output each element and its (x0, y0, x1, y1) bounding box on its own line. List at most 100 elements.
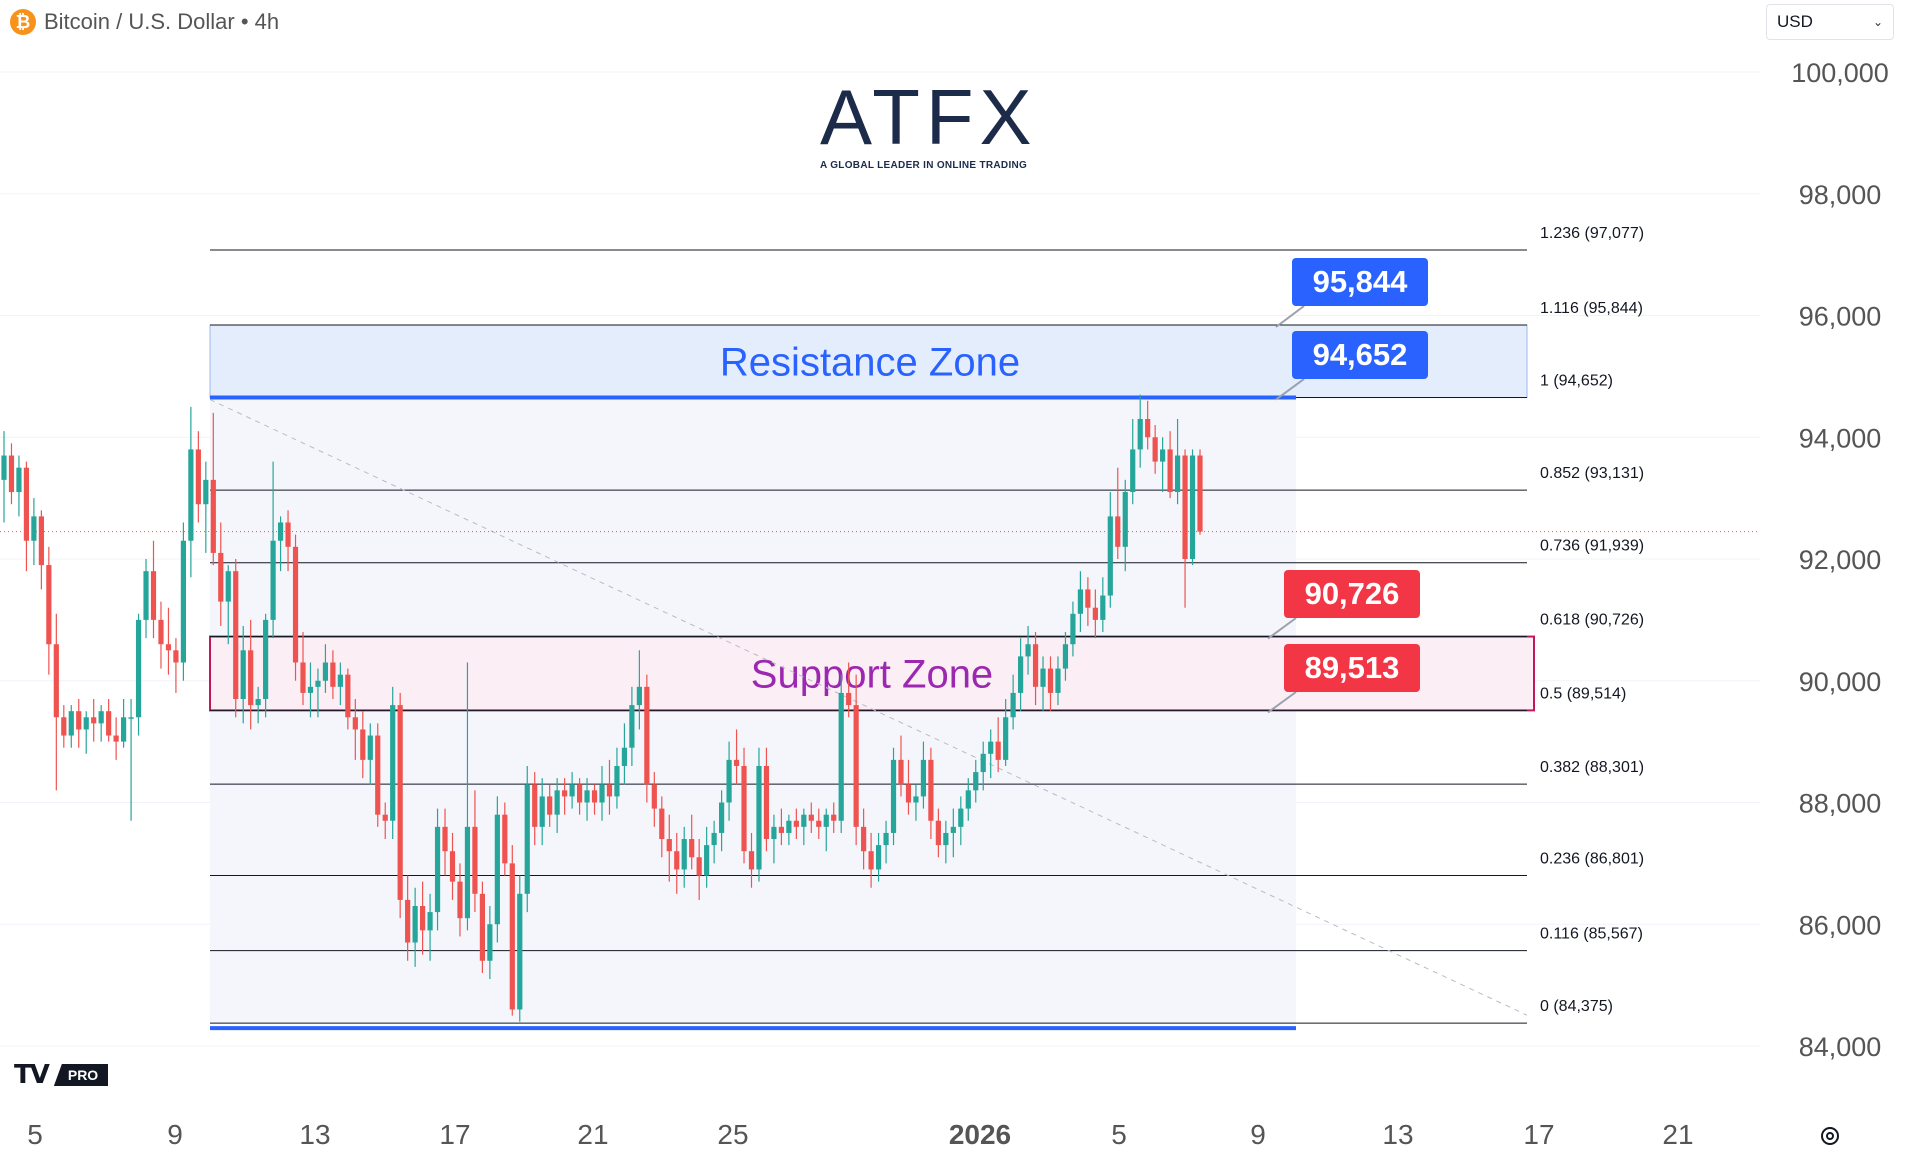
price-label-support[interactable]: 90,726 (1267, 570, 1420, 640)
candle[interactable] (1025, 625, 1031, 675)
candle[interactable] (375, 723, 381, 827)
candle[interactable] (203, 461, 209, 553)
candle[interactable] (711, 820, 717, 864)
candle[interactable] (875, 832, 882, 882)
candle[interactable] (599, 765, 605, 821)
candle[interactable] (472, 790, 478, 913)
candle[interactable] (1010, 674, 1016, 730)
candle[interactable] (1160, 437, 1166, 493)
candle[interactable] (1182, 449, 1188, 608)
candle[interactable] (674, 832, 680, 894)
candle[interactable] (128, 699, 134, 821)
candle[interactable] (1174, 418, 1181, 505)
candle[interactable] (846, 662, 852, 718)
candle[interactable] (913, 784, 919, 821)
candle[interactable] (397, 692, 403, 919)
candle[interactable] (225, 565, 231, 645)
candle[interactable] (584, 778, 590, 821)
candle[interactable] (195, 431, 201, 523)
candle[interactable] (330, 650, 336, 700)
candle[interactable] (905, 759, 912, 815)
candle[interactable] (995, 717, 1001, 773)
candle[interactable] (547, 784, 553, 827)
candle[interactable] (277, 516, 284, 572)
candle[interactable] (442, 808, 448, 876)
candle[interactable] (479, 881, 485, 973)
candle[interactable] (38, 510, 44, 590)
candle[interactable] (1040, 656, 1046, 712)
candle[interactable] (808, 802, 814, 833)
candle[interactable] (980, 741, 986, 791)
candle[interactable] (935, 808, 941, 858)
candle[interactable] (524, 765, 530, 913)
candle[interactable] (958, 796, 964, 846)
candle[interactable] (965, 778, 971, 821)
candle[interactable] (928, 747, 934, 840)
candle[interactable] (46, 546, 52, 675)
candle[interactable] (741, 747, 747, 864)
candle[interactable] (838, 674, 844, 833)
candle[interactable] (270, 461, 276, 639)
candle[interactable] (487, 905, 493, 980)
candle[interactable] (158, 601, 164, 669)
candle[interactable] (1100, 577, 1106, 633)
candle[interactable] (554, 778, 560, 833)
candle[interactable] (883, 820, 889, 864)
candle[interactable] (771, 814, 777, 864)
candle[interactable] (427, 893, 433, 961)
candle[interactable] (412, 887, 418, 967)
candle[interactable] (1167, 431, 1173, 499)
candle[interactable] (1062, 632, 1069, 681)
candle[interactable] (517, 875, 523, 1022)
candle[interactable] (704, 826, 710, 888)
candle[interactable] (255, 686, 261, 724)
candle[interactable] (135, 613, 142, 736)
candle[interactable] (8, 443, 15, 505)
settings-icon[interactable] (1818, 1124, 1842, 1148)
candle[interactable] (950, 808, 956, 858)
candle[interactable] (831, 802, 837, 833)
candle[interactable] (1145, 400, 1151, 450)
candle[interactable] (719, 790, 725, 852)
candle[interactable] (23, 461, 30, 572)
candle[interactable] (300, 632, 306, 706)
candle[interactable] (210, 412, 216, 566)
candle[interactable] (449, 832, 456, 900)
candle[interactable] (382, 802, 388, 840)
candle[interactable] (1085, 577, 1091, 626)
candle[interactable] (218, 522, 224, 626)
candle[interactable] (113, 717, 119, 760)
candle[interactable] (614, 747, 620, 809)
candle[interactable] (890, 747, 897, 846)
candle[interactable] (666, 814, 672, 882)
candle[interactable] (360, 711, 366, 779)
candle[interactable] (1092, 589, 1098, 639)
candle[interactable] (307, 662, 314, 718)
candle[interactable] (681, 826, 687, 888)
candle[interactable] (509, 845, 515, 1016)
candle[interactable] (973, 759, 979, 803)
candle[interactable] (173, 638, 179, 693)
price-label-support[interactable]: 89,513 (1267, 644, 1420, 714)
candle[interactable] (1032, 632, 1039, 706)
candle[interactable] (748, 832, 755, 888)
candle[interactable] (621, 723, 628, 785)
candle[interactable] (726, 741, 732, 821)
candle[interactable] (606, 759, 613, 815)
candle[interactable] (756, 747, 762, 882)
candle[interactable] (1197, 449, 1203, 535)
candle[interactable] (345, 668, 351, 730)
candle[interactable] (651, 772, 657, 827)
trend-line[interactable] (209, 399, 1528, 1016)
candle[interactable] (240, 625, 246, 724)
symbol-header[interactable]: ₿ Bitcoin / U.S. Dollar • 4h (10, 8, 279, 36)
candle[interactable] (801, 808, 807, 846)
price-label-resistance[interactable]: 95,844 (1275, 258, 1428, 328)
candle[interactable] (920, 741, 927, 809)
candle[interactable] (629, 686, 635, 766)
candle[interactable] (292, 534, 299, 681)
candle[interactable] (1189, 449, 1196, 566)
candle[interactable] (263, 613, 269, 718)
candle[interactable] (106, 699, 112, 742)
